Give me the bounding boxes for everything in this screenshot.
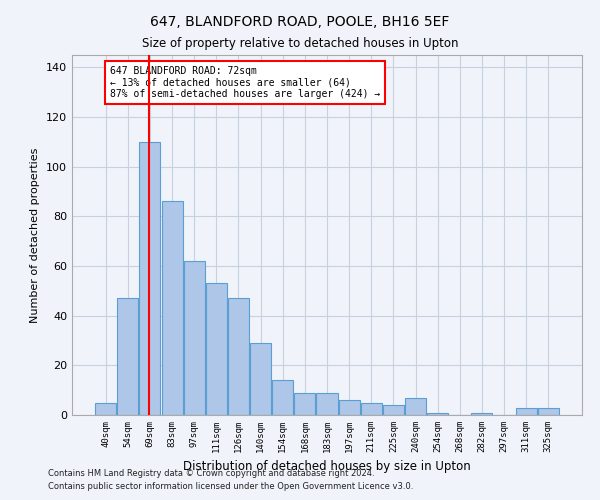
Bar <box>316 392 338 415</box>
Bar <box>95 402 116 415</box>
Text: Contains public sector information licensed under the Open Government Licence v3: Contains public sector information licen… <box>48 482 413 491</box>
Bar <box>139 142 160 415</box>
X-axis label: Distribution of detached houses by size in Upton: Distribution of detached houses by size … <box>183 460 471 473</box>
Bar <box>118 298 139 415</box>
Bar <box>228 298 249 415</box>
Bar <box>472 412 493 415</box>
Text: Size of property relative to detached houses in Upton: Size of property relative to detached ho… <box>142 38 458 51</box>
Bar <box>538 408 559 415</box>
Bar <box>272 380 293 415</box>
Bar <box>295 392 316 415</box>
Bar <box>184 261 205 415</box>
Text: 647, BLANDFORD ROAD, POOLE, BH16 5EF: 647, BLANDFORD ROAD, POOLE, BH16 5EF <box>151 15 449 29</box>
Y-axis label: Number of detached properties: Number of detached properties <box>31 148 40 322</box>
Bar <box>515 408 536 415</box>
Bar <box>250 343 271 415</box>
Bar <box>338 400 359 415</box>
Bar <box>405 398 426 415</box>
Bar <box>161 202 182 415</box>
Bar <box>206 284 227 415</box>
Bar <box>427 412 448 415</box>
Text: Contains HM Land Registry data © Crown copyright and database right 2024.: Contains HM Land Registry data © Crown c… <box>48 468 374 477</box>
Bar <box>383 405 404 415</box>
Bar <box>361 402 382 415</box>
Text: 647 BLANDFORD ROAD: 72sqm
← 13% of detached houses are smaller (64)
87% of semi-: 647 BLANDFORD ROAD: 72sqm ← 13% of detac… <box>110 66 380 99</box>
